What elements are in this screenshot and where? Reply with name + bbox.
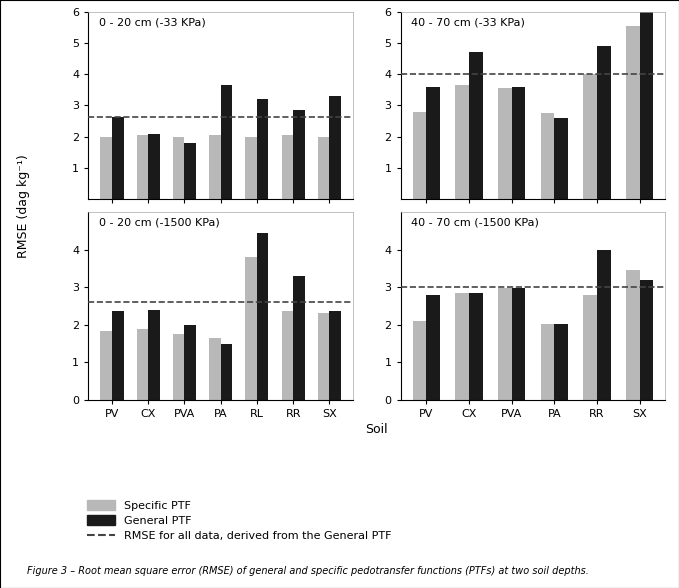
Bar — [498, 88, 512, 199]
Bar — [498, 288, 512, 400]
Bar — [136, 135, 148, 199]
Bar — [540, 324, 554, 400]
Text: 0 - 20 cm (-33 KPa): 0 - 20 cm (-33 KPa) — [99, 18, 206, 28]
Bar — [209, 338, 221, 400]
Bar — [282, 310, 293, 400]
Bar — [583, 295, 597, 400]
Bar — [245, 258, 257, 400]
Bar — [626, 26, 640, 199]
Text: 40 - 70 cm (-1500 KPa): 40 - 70 cm (-1500 KPa) — [411, 218, 539, 228]
Text: Figure 3 – Root mean square error (RMSE) of general and specific pedotransfer fu: Figure 3 – Root mean square error (RMSE)… — [27, 566, 589, 576]
Bar — [554, 324, 568, 400]
Bar — [148, 310, 160, 400]
Bar — [172, 137, 185, 199]
Bar — [512, 87, 526, 199]
Text: 40 - 70 cm (-33 KPa): 40 - 70 cm (-33 KPa) — [411, 18, 525, 28]
Text: Soil: Soil — [365, 423, 388, 436]
Bar — [172, 334, 185, 400]
Text: 0 - 20 cm (-1500 KPa): 0 - 20 cm (-1500 KPa) — [99, 218, 219, 228]
Bar — [626, 270, 640, 400]
Bar — [221, 345, 232, 400]
Bar — [597, 250, 610, 400]
Text: RMSE (dag kg⁻¹): RMSE (dag kg⁻¹) — [17, 154, 31, 258]
Bar — [257, 99, 268, 199]
Bar — [100, 137, 112, 199]
Bar — [221, 85, 232, 199]
Bar — [456, 85, 469, 199]
Bar — [329, 310, 341, 400]
Bar — [640, 280, 653, 400]
Bar — [136, 329, 148, 400]
Bar — [318, 137, 329, 199]
Bar — [112, 310, 124, 400]
Bar — [413, 321, 426, 400]
Bar — [413, 112, 426, 199]
Bar — [640, 9, 653, 199]
Bar — [112, 118, 124, 199]
Bar — [148, 133, 160, 199]
Bar — [209, 135, 221, 199]
Bar — [185, 143, 196, 199]
Legend: Specific PTF, General PTF, RMSE for all data, derived from the General PTF: Specific PTF, General PTF, RMSE for all … — [87, 500, 391, 542]
Bar — [293, 110, 305, 199]
Bar — [282, 135, 293, 199]
Bar — [426, 295, 440, 400]
Bar — [329, 95, 341, 199]
Bar — [185, 325, 196, 400]
Bar — [426, 87, 440, 199]
Bar — [540, 113, 554, 199]
Bar — [583, 74, 597, 199]
Bar — [100, 331, 112, 400]
Bar — [554, 118, 568, 199]
Bar — [597, 46, 610, 199]
Bar — [318, 313, 329, 400]
Bar — [245, 137, 257, 199]
Bar — [257, 233, 268, 400]
Bar — [469, 52, 483, 199]
Bar — [512, 288, 526, 400]
Bar — [469, 293, 483, 400]
Bar — [456, 293, 469, 400]
Bar — [293, 276, 305, 400]
